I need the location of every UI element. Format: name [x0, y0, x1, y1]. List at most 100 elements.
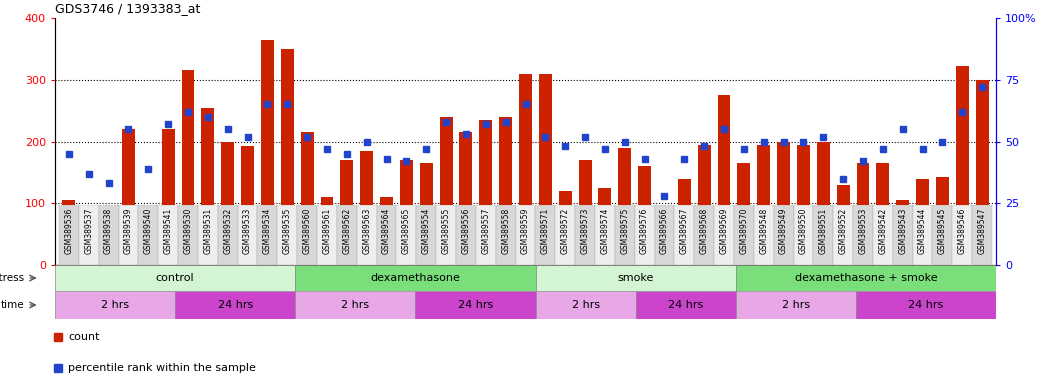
Text: GSM389554: GSM389554	[421, 208, 431, 254]
Bar	[419, 163, 433, 265]
FancyBboxPatch shape	[475, 205, 496, 265]
Bar	[896, 200, 909, 265]
Text: GSM389549: GSM389549	[780, 208, 788, 254]
Bar	[380, 197, 393, 265]
Text: GSM389576: GSM389576	[640, 208, 649, 254]
Text: GSM389563: GSM389563	[362, 208, 372, 254]
Bar	[142, 215, 155, 265]
Text: GSM389542: GSM389542	[878, 208, 887, 254]
FancyBboxPatch shape	[912, 205, 932, 265]
Text: GSM389551: GSM389551	[819, 208, 827, 254]
Text: dexamethasone + smoke: dexamethasone + smoke	[794, 273, 937, 283]
Text: GSM389541: GSM389541	[164, 208, 172, 254]
Bar	[221, 141, 235, 265]
FancyBboxPatch shape	[79, 205, 99, 265]
Bar	[917, 179, 929, 265]
FancyBboxPatch shape	[635, 291, 736, 319]
Bar	[876, 163, 890, 265]
Text: GSM389574: GSM389574	[600, 208, 609, 254]
Text: GSM389545: GSM389545	[938, 208, 947, 254]
Text: GSM389560: GSM389560	[303, 208, 311, 254]
Bar	[201, 108, 214, 265]
Bar	[519, 74, 531, 265]
FancyBboxPatch shape	[295, 265, 536, 291]
Bar	[360, 151, 373, 265]
Bar	[976, 80, 988, 265]
Bar	[599, 188, 611, 265]
FancyBboxPatch shape	[536, 265, 736, 291]
FancyBboxPatch shape	[337, 205, 357, 265]
FancyBboxPatch shape	[793, 205, 814, 265]
Bar	[122, 129, 135, 265]
Text: GSM389556: GSM389556	[462, 208, 470, 254]
Text: GSM389544: GSM389544	[918, 208, 927, 254]
FancyBboxPatch shape	[714, 205, 734, 265]
Text: 2 hrs: 2 hrs	[101, 300, 129, 310]
Text: GSM389537: GSM389537	[84, 208, 93, 254]
Bar	[460, 132, 472, 265]
FancyBboxPatch shape	[516, 205, 536, 265]
Text: GSM389543: GSM389543	[898, 208, 907, 254]
Bar	[440, 117, 453, 265]
FancyBboxPatch shape	[595, 205, 614, 265]
FancyBboxPatch shape	[736, 265, 996, 291]
FancyBboxPatch shape	[257, 205, 277, 265]
FancyBboxPatch shape	[55, 291, 175, 319]
FancyBboxPatch shape	[397, 205, 416, 265]
Text: 24 hrs: 24 hrs	[908, 300, 944, 310]
Text: 2 hrs: 2 hrs	[342, 300, 370, 310]
Text: 2 hrs: 2 hrs	[572, 300, 600, 310]
Bar	[737, 163, 750, 265]
Text: GSM389573: GSM389573	[580, 208, 590, 254]
Text: GSM389570: GSM389570	[739, 208, 748, 254]
Bar	[261, 40, 274, 265]
FancyBboxPatch shape	[834, 205, 853, 265]
FancyBboxPatch shape	[536, 205, 555, 265]
FancyBboxPatch shape	[634, 205, 655, 265]
Text: 24 hrs: 24 hrs	[668, 300, 704, 310]
FancyBboxPatch shape	[773, 205, 793, 265]
Text: GSM389546: GSM389546	[958, 208, 966, 254]
Text: GSM389534: GSM389534	[263, 208, 272, 254]
Bar	[539, 74, 552, 265]
Text: GSM389548: GSM389548	[759, 208, 768, 254]
Text: GSM389569: GSM389569	[719, 208, 729, 254]
FancyBboxPatch shape	[655, 205, 675, 265]
FancyBboxPatch shape	[814, 205, 834, 265]
Text: GSM389555: GSM389555	[441, 208, 450, 254]
FancyBboxPatch shape	[952, 205, 973, 265]
Text: control: control	[156, 273, 194, 283]
FancyBboxPatch shape	[932, 205, 952, 265]
Text: GSM389539: GSM389539	[124, 208, 133, 254]
Text: GSM389575: GSM389575	[621, 208, 629, 254]
Bar	[162, 129, 174, 265]
Text: GSM389538: GSM389538	[104, 208, 113, 254]
Bar	[678, 179, 690, 265]
Bar	[797, 145, 810, 265]
Text: GSM389561: GSM389561	[323, 208, 331, 254]
Text: 24 hrs: 24 hrs	[458, 300, 493, 310]
FancyBboxPatch shape	[754, 205, 773, 265]
Text: GSM389562: GSM389562	[343, 208, 351, 254]
Text: GSM389550: GSM389550	[799, 208, 808, 254]
Bar	[936, 177, 949, 265]
Text: GSM389567: GSM389567	[680, 208, 689, 254]
Bar	[102, 227, 115, 265]
Bar	[658, 208, 671, 265]
Text: GSM389559: GSM389559	[521, 208, 530, 254]
Bar	[480, 120, 492, 265]
FancyBboxPatch shape	[436, 205, 456, 265]
FancyBboxPatch shape	[138, 205, 158, 265]
FancyBboxPatch shape	[377, 205, 397, 265]
Text: GSM389566: GSM389566	[660, 208, 668, 254]
Bar	[281, 49, 294, 265]
Text: percentile rank within the sample: percentile rank within the sample	[69, 363, 256, 373]
FancyBboxPatch shape	[238, 205, 257, 265]
FancyBboxPatch shape	[555, 205, 575, 265]
Text: GSM389536: GSM389536	[64, 208, 74, 254]
Bar	[321, 197, 333, 265]
FancyBboxPatch shape	[158, 205, 179, 265]
Bar	[619, 148, 631, 265]
Text: GSM389530: GSM389530	[184, 208, 192, 254]
FancyBboxPatch shape	[893, 205, 912, 265]
